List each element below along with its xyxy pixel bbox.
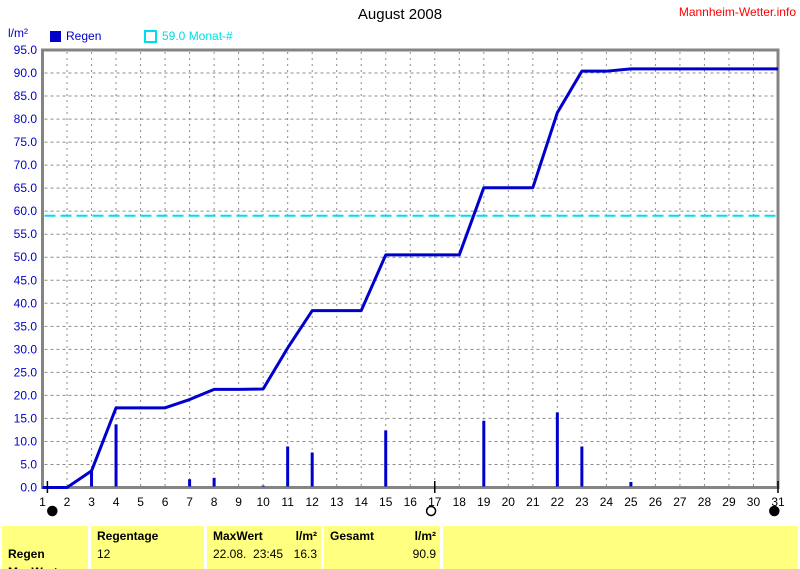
svg-text:16: 16 xyxy=(404,495,418,509)
svg-text:40.0: 40.0 xyxy=(14,296,38,310)
plot-frame xyxy=(41,48,780,489)
y-axis-unit-label: l/m² xyxy=(8,26,28,40)
svg-text:15.0: 15.0 xyxy=(14,411,38,425)
svg-text:28: 28 xyxy=(698,495,712,509)
svg-text:20.0: 20.0 xyxy=(14,388,38,402)
svg-text:12: 12 xyxy=(306,495,320,509)
svg-text:18: 18 xyxy=(453,495,467,509)
table-column-gesamt: Gesamt l/m² 90.9 xyxy=(324,526,440,569)
svg-text:13: 13 xyxy=(330,495,344,509)
table-column-empty xyxy=(443,526,798,569)
svg-text:2: 2 xyxy=(64,495,71,509)
svg-text:0.0: 0.0 xyxy=(20,481,37,495)
svg-text:60.0: 60.0 xyxy=(14,204,38,218)
legend-item-regen: Regen xyxy=(50,29,101,43)
svg-text:4: 4 xyxy=(113,495,120,509)
gesamt-value: 90.9 xyxy=(412,547,436,561)
svg-text:50.0: 50.0 xyxy=(14,250,38,264)
svg-text:30.0: 30.0 xyxy=(14,342,38,356)
svg-text:35.0: 35.0 xyxy=(14,319,38,333)
table-row-label-maxwert: MaxWert xyxy=(8,564,84,569)
svg-text:11: 11 xyxy=(281,495,294,509)
svg-text:15: 15 xyxy=(379,495,393,509)
svg-text:25: 25 xyxy=(624,495,638,509)
table-column-maxwert: MaxWert l/m² 22.08. 23:45 16.3 xyxy=(207,526,321,569)
svg-text:3: 3 xyxy=(88,495,95,509)
svg-text:23: 23 xyxy=(575,495,589,509)
maxwert-value: 16.3 xyxy=(293,547,317,561)
svg-text:65.0: 65.0 xyxy=(14,181,38,195)
svg-text:6: 6 xyxy=(162,495,169,509)
svg-text:29: 29 xyxy=(722,495,736,509)
regen-series-swatch-icon xyxy=(50,30,61,42)
svg-text:55.0: 55.0 xyxy=(14,227,38,241)
rain-chart-plot: 0.0 5.0 10.0 15.0 20.0 25.0 30.0 35.0 40.0 45.0 50… xyxy=(14,43,785,517)
legend-monthly-average-label: 59.0 Monat-# xyxy=(162,29,233,43)
table-column-row-labels: Regen MaxWert xyxy=(2,526,88,569)
svg-text:14: 14 xyxy=(355,495,369,509)
maxwert-datetime: 22.08. 23:45 xyxy=(213,547,284,561)
svg-text:85.0: 85.0 xyxy=(14,89,38,103)
svg-text:45.0: 45.0 xyxy=(14,273,38,287)
svg-text:10.0: 10.0 xyxy=(14,434,38,448)
svg-text:75.0: 75.0 xyxy=(14,135,38,149)
table-row-label-regen: Regen xyxy=(8,547,45,561)
svg-text:70.0: 70.0 xyxy=(14,158,38,172)
regentage-value: 12 xyxy=(97,547,111,561)
daily-rain-bars xyxy=(90,412,633,487)
moon-phase-markers xyxy=(46,481,780,517)
monthly-average-swatch-icon xyxy=(144,29,157,43)
svg-text:20: 20 xyxy=(502,495,516,509)
svg-text:30: 30 xyxy=(747,495,761,509)
legend-regen-label: Regen xyxy=(66,29,102,43)
svg-text:9: 9 xyxy=(235,495,242,509)
new-moon-icon xyxy=(47,505,58,517)
gesamt-unit-label: l/m² xyxy=(414,529,436,543)
maxwert-unit-label: l/m² xyxy=(295,529,317,543)
svg-text:25.0: 25.0 xyxy=(14,365,38,379)
svg-text:80.0: 80.0 xyxy=(14,112,38,126)
page-title: August 2008 xyxy=(357,6,443,23)
table-column-regentage: Regentage 12 xyxy=(91,526,204,569)
svg-text:90.0: 90.0 xyxy=(14,66,38,80)
vertical-gridlines xyxy=(66,52,754,487)
svg-text:1: 1 xyxy=(39,495,46,509)
svg-text:22: 22 xyxy=(551,495,565,509)
svg-text:5: 5 xyxy=(137,495,144,509)
legend-item-monthly-average: 59.0 Monat-# xyxy=(144,29,233,43)
table-cell-blank xyxy=(8,528,84,546)
svg-text:17: 17 xyxy=(428,495,442,509)
svg-text:26: 26 xyxy=(649,495,663,509)
maxwert-header: MaxWert xyxy=(213,529,263,543)
svg-text:24: 24 xyxy=(600,495,614,509)
full-moon-icon xyxy=(425,505,437,517)
svg-text:5.0: 5.0 xyxy=(20,457,37,471)
x-axis-tick-labels: 1 2 3 4 5 6 7 8 9 10 11 12 13 14 15 16 17 18 19 20 21 22 23 24 2… xyxy=(39,495,785,509)
svg-text:8: 8 xyxy=(211,495,218,509)
svg-text:19: 19 xyxy=(477,495,491,509)
svg-text:7: 7 xyxy=(186,495,193,509)
svg-text:27: 27 xyxy=(673,495,687,509)
svg-text:21: 21 xyxy=(526,495,540,509)
regentage-header: Regentage xyxy=(97,529,159,543)
gesamt-header: Gesamt xyxy=(330,529,375,543)
svg-text:95.0: 95.0 xyxy=(14,43,38,57)
svg-text:10: 10 xyxy=(256,495,270,509)
y-axis-tick-labels: 0.0 5.0 10.0 15.0 20.0 25.0 30.0 35.0 40.0 45.0 50… xyxy=(14,43,38,495)
site-watermark-link[interactable]: Mannheim-Wetter.info xyxy=(678,5,796,19)
cumulative-rain-line xyxy=(42,67,778,489)
new-moon-icon xyxy=(769,505,780,517)
svg-text:31: 31 xyxy=(771,495,785,509)
